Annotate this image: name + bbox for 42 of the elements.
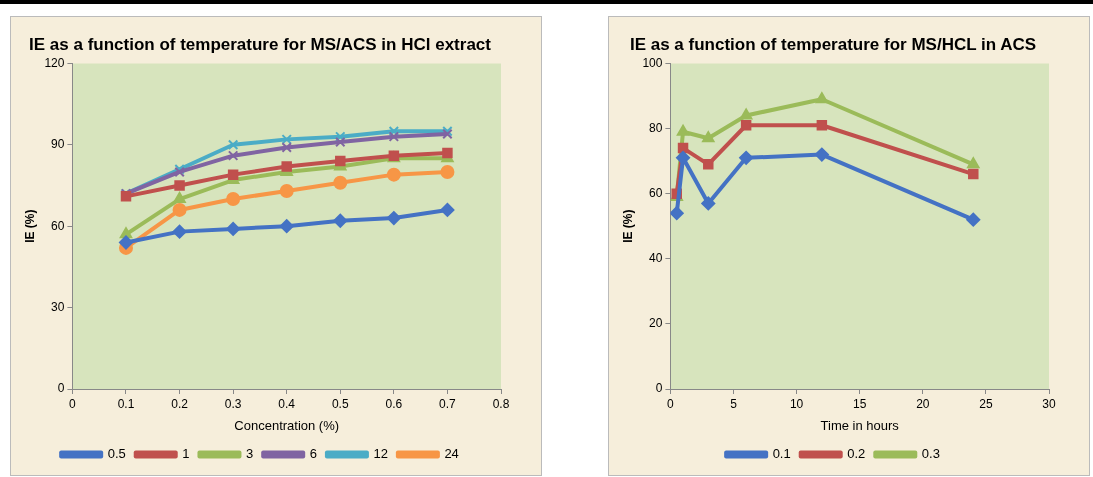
y-tick-label: 60 (51, 218, 65, 233)
chart-title: IE as a function of temperature for MS/ACS in HCl extract (29, 34, 492, 54)
x-tick-label: 0 (667, 396, 675, 411)
x-tick-label: 0.7 (439, 396, 457, 411)
legend-label: 0.1 (772, 446, 791, 462)
y-tick-label: 80 (649, 120, 663, 135)
x-axis-title: Time in hours (820, 417, 900, 433)
x-tick-label: 0.4 (278, 396, 296, 411)
x-tick-label: 0 (69, 396, 77, 411)
legend-label: 12 (373, 446, 388, 462)
x-tick-label: 25 (979, 396, 993, 411)
legend-label: 0.2 (847, 446, 866, 462)
y-tick-label: 40 (649, 251, 663, 266)
legend-label: 3 (245, 446, 254, 462)
x-tick-label: 0.6 (385, 396, 403, 411)
x-tick-label: 0.5 (331, 396, 349, 411)
x-tick-label: 0.1 (117, 396, 135, 411)
legend-label: 0.3 (921, 446, 940, 462)
y-tick-label: 0 (655, 381, 663, 396)
legend-label: 24 (444, 446, 459, 462)
y-tick-label: 100 (642, 55, 663, 70)
x-tick-label: 0.2 (171, 396, 189, 411)
x-tick-label: 15 (853, 396, 867, 411)
y-tick-label: 30 (51, 299, 65, 314)
x-tick-label: 0.3 (224, 396, 242, 411)
x-tick-label: 30 (1042, 396, 1056, 411)
x-tick-label: 20 (916, 396, 930, 411)
x-tick-label: 5 (730, 396, 738, 411)
y-tick-label: 0 (57, 381, 65, 396)
x-tick-label: 10 (789, 396, 804, 411)
legend-label: 0.5 (107, 446, 126, 462)
legend-label: 1 (182, 446, 190, 462)
y-axis-title: IE (%) (620, 209, 635, 243)
y-tick-label: 90 (51, 137, 65, 152)
x-tick-label: 0.8 (492, 396, 510, 411)
y-axis-title: IE (%) (22, 209, 37, 243)
y-tick-label: 60 (649, 185, 663, 200)
legend-label: 6 (309, 446, 317, 462)
chart-title: IE as a function of temperature for MS/HCL in ACS (629, 34, 1037, 54)
x-axis-title: Concentration (%) (234, 417, 340, 433)
y-tick-label: 20 (649, 316, 663, 331)
y-tick-label: 120 (44, 55, 65, 70)
